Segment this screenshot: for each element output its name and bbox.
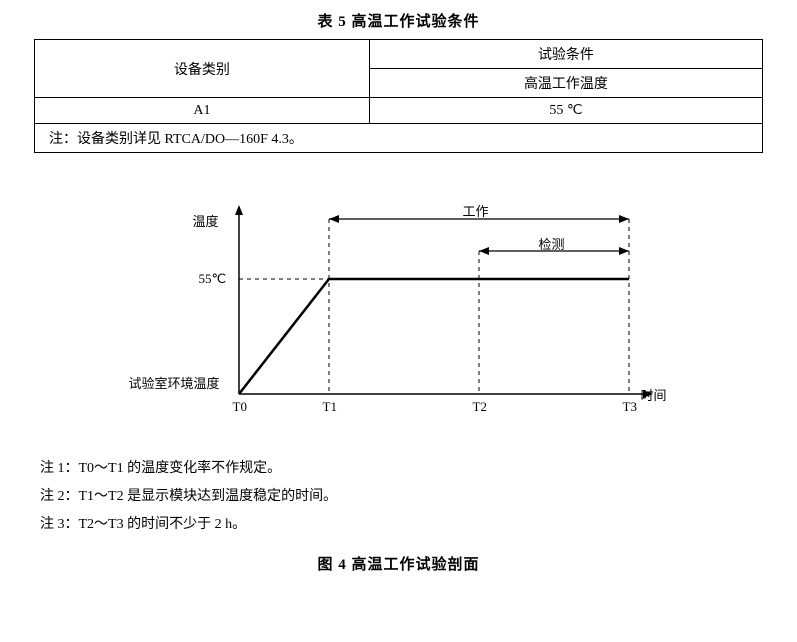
x-tick-t3: T3	[623, 399, 637, 415]
x-tick-t0: T0	[233, 399, 247, 415]
figure-title: 图 4 高温工作试验剖面	[34, 553, 763, 574]
table-note: 注：设备类别详见 RTCA/DO—160F 4.3。	[35, 124, 763, 153]
cell-device: A1	[35, 98, 370, 124]
table-title: 表 5 高温工作试验条件	[34, 10, 763, 31]
note-2: 注 2：T1～T2 是显示模块达到温度稳定的时间。	[40, 483, 763, 511]
cell-temp: 55 ℃	[369, 98, 762, 124]
note-1: 注 1：T0～T1 的温度变化率不作规定。	[40, 455, 763, 483]
conditions-table: 设备类别 试验条件 高温工作温度 A1 55 ℃ 注：设备类别详见 RTCA/D…	[34, 39, 763, 153]
chart-svg	[129, 199, 669, 429]
header-device: 设备类别	[35, 40, 370, 98]
x-axis-label: 时间	[641, 385, 667, 404]
header-conditions: 试验条件	[369, 40, 762, 69]
notes-block: 注 1：T0～T1 的温度变化率不作规定。 注 2：T1～T2 是显示模块达到温…	[34, 455, 763, 539]
y-axis-label-mid: 55℃	[199, 271, 227, 287]
table-row: 设备类别 试验条件	[35, 40, 763, 69]
x-tick-t2: T2	[473, 399, 487, 415]
annot-work: 工作	[463, 201, 489, 220]
temperature-profile-chart: 温度 55℃ 试验室环境温度 T0 T1 T2 T3 时间 工作 检测	[129, 199, 669, 429]
note-3: 注 3：T2～T3 的时间不少于 2 h。	[40, 511, 763, 539]
y-axis-label-top: 温度	[193, 211, 219, 230]
header-temp: 高温工作温度	[369, 69, 762, 98]
annot-detect: 检测	[539, 234, 565, 253]
table-row: A1 55 ℃	[35, 98, 763, 124]
x-tick-t1: T1	[323, 399, 337, 415]
table-row: 注：设备类别详见 RTCA/DO—160F 4.3。	[35, 124, 763, 153]
y-axis-label-bottom: 试验室环境温度	[129, 373, 220, 392]
